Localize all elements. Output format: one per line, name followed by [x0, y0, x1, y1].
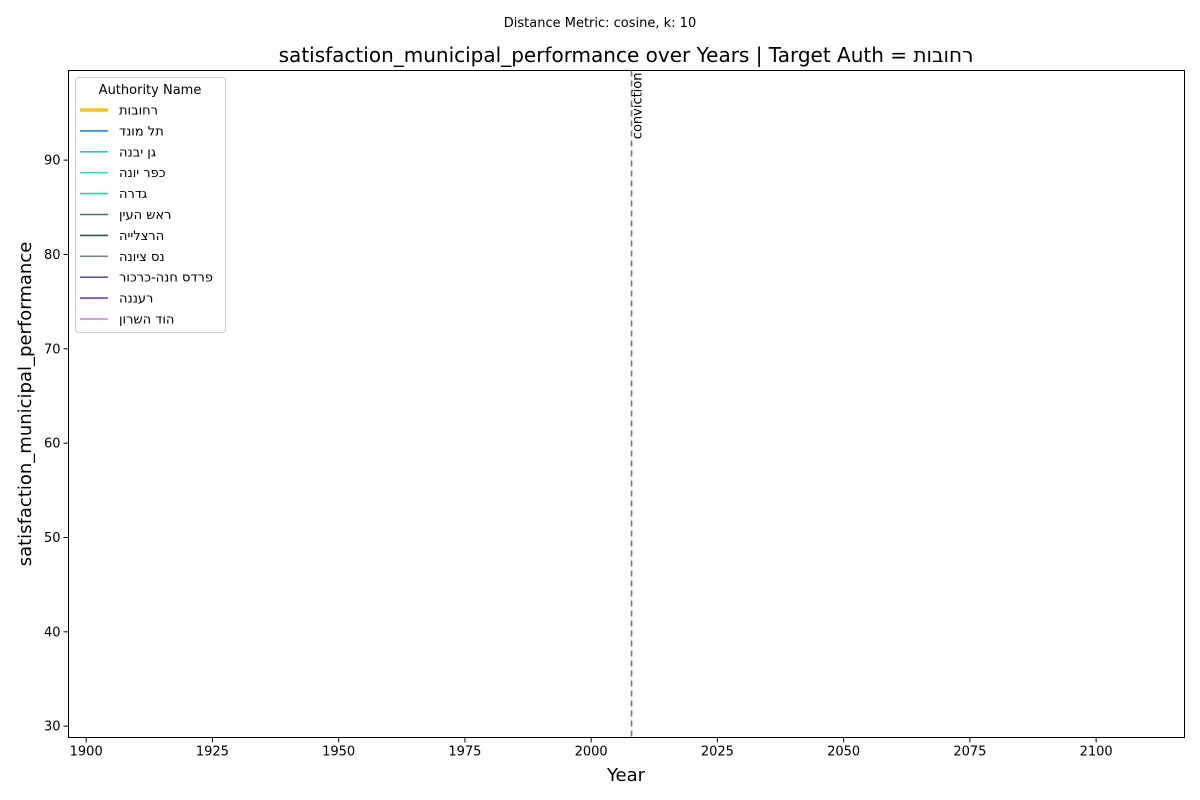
- x-tick-label: 1950: [322, 745, 355, 760]
- x-axis-ticks: 1900 1925 1950 1975 2000 2025 2050 2075 2100: [70, 737, 1113, 760]
- x-tick-label: 2075: [953, 745, 986, 760]
- x-tick-label: 2100: [1080, 745, 1113, 760]
- annotations: conviction: [631, 70, 646, 738]
- conviction-label: conviction: [631, 73, 646, 140]
- legend-label: תל מונד: [119, 124, 164, 139]
- legend-label: גן יבנה: [119, 145, 156, 160]
- legend-box: [75, 77, 226, 333]
- legend-label: נס ציונה: [119, 250, 165, 265]
- legend-label: רחובות: [119, 104, 158, 119]
- y-tick-label: 90: [44, 154, 61, 169]
- x-tick-label: 2000: [575, 745, 608, 760]
- legend-label: כפר יונה: [119, 166, 166, 181]
- y-tick-label: 50: [44, 531, 61, 546]
- x-tick-label: 1925: [196, 745, 229, 760]
- x-tick-label: 2050: [827, 745, 860, 760]
- x-tick-label: 1900: [70, 745, 103, 760]
- y-axis-ticks: 30 40 50 60 70 80 90: [44, 154, 69, 735]
- legend-title: Authority Name: [99, 83, 202, 98]
- legend-label: הוד השרון: [119, 313, 174, 328]
- chart-suptitle: Distance Metric: cosine, k: 10: [504, 16, 696, 31]
- y-tick-label: 30: [44, 720, 61, 735]
- chart-title: satisfaction_municipal_performance over …: [279, 43, 974, 67]
- x-tick-label: 1975: [448, 745, 481, 760]
- x-tick-label: 2025: [701, 745, 734, 760]
- y-tick-label: 40: [44, 625, 61, 640]
- legend-items: רחובות תל מונד גן יבנה כפר יונה גדרה ראש העין…: [80, 104, 213, 328]
- y-axis-label: satisfaction_municipal_performance: [15, 242, 36, 567]
- legend-label: ראש העין: [119, 208, 171, 223]
- legend: Authority Name רחובות תל מונד גן יבנה כפר י…: [75, 77, 226, 333]
- legend-label: גדרה: [119, 187, 147, 202]
- y-tick-label: 60: [44, 437, 61, 452]
- legend-label: רעננה: [119, 292, 153, 307]
- plot-area: [68, 70, 1185, 738]
- legend-label: פרדס חנה-כרכור: [119, 271, 213, 286]
- y-tick-label: 80: [44, 248, 61, 263]
- x-axis-label: Year: [606, 765, 646, 786]
- legend-label: הרצלייה: [119, 229, 164, 244]
- y-tick-label: 70: [44, 342, 61, 357]
